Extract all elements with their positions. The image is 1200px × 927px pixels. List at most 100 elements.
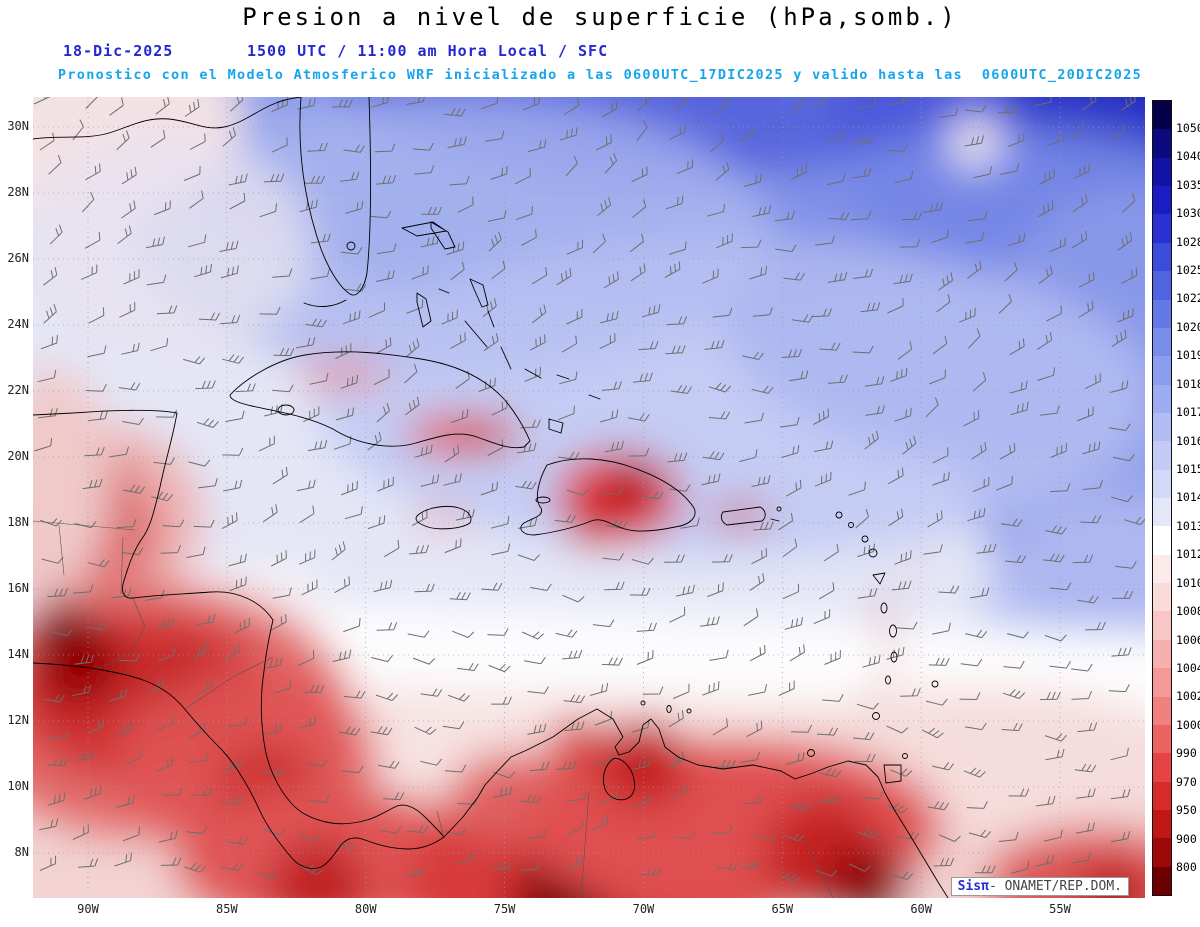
colorbar-cell bbox=[1153, 753, 1171, 782]
lat-label: 12N bbox=[7, 713, 29, 727]
colorbar-cell bbox=[1153, 129, 1171, 158]
colorbar-cell bbox=[1153, 611, 1171, 640]
colorbar-cell bbox=[1153, 101, 1171, 130]
colorbar-cell bbox=[1153, 242, 1171, 272]
forecast-line: Pronostico con el Modelo Atmosferico WRF… bbox=[57, 67, 1143, 83]
colorbar-cell bbox=[1153, 441, 1171, 470]
isla-juventud bbox=[277, 404, 295, 416]
colorbar bbox=[1152, 100, 1172, 896]
lat-label: 24N bbox=[7, 317, 29, 331]
coast-bahamas bbox=[401, 221, 601, 434]
lat-label: 22N bbox=[7, 383, 29, 397]
colorbar-label: 1013 bbox=[1176, 518, 1200, 533]
colorbar-cell bbox=[1153, 583, 1171, 612]
lon-label: 70W bbox=[632, 902, 655, 916]
colorbar-label: 1008 bbox=[1176, 604, 1200, 619]
valid-time-label: 1500 UTC / 11:00 am Hora Local / SFC bbox=[247, 42, 609, 60]
colorbar-label: 1028 bbox=[1176, 234, 1200, 249]
wind-barbs bbox=[33, 97, 1145, 883]
colorbar-label: 1050 bbox=[1176, 120, 1200, 135]
colorbar-label: 1002 bbox=[1176, 689, 1200, 704]
lat-label: 14N bbox=[7, 647, 29, 661]
lat-label: 18N bbox=[7, 515, 29, 529]
colorbar-cell bbox=[1153, 412, 1171, 442]
colorbar-cell bbox=[1153, 214, 1171, 243]
lat-label: 30N bbox=[7, 119, 29, 133]
coast-hispaniola bbox=[520, 458, 696, 536]
page-title: Presion a nivel de superficie (hPa,somb.… bbox=[242, 3, 958, 31]
watermark-brand: Sisπ bbox=[957, 879, 989, 894]
map-canvas: Sisπ- ONAMET/REP.DOM. bbox=[33, 97, 1145, 898]
coast-cuba bbox=[229, 351, 531, 449]
colorbar-label: 1010 bbox=[1176, 575, 1200, 590]
colorbar-cell bbox=[1153, 781, 1171, 810]
watermark-text: - ONAMET/REP.DOM. bbox=[988, 879, 1122, 894]
colorbar-label: 1000 bbox=[1176, 717, 1200, 732]
lat-label: 16N bbox=[7, 581, 29, 595]
watermark: Sisπ- ONAMET/REP.DOM. bbox=[950, 877, 1129, 896]
colorbar-cell bbox=[1153, 356, 1171, 385]
colorbar-label: 1019 bbox=[1176, 348, 1200, 363]
pressure-shading bbox=[33, 97, 1145, 898]
coast-florida-keys bbox=[303, 299, 347, 307]
colorbar-label: 1004 bbox=[1176, 661, 1200, 675]
lon-label: 90W bbox=[77, 902, 99, 916]
colorbar-cell bbox=[1153, 498, 1171, 527]
colorbar-cell bbox=[1153, 554, 1171, 584]
colorbar-label: 800 bbox=[1176, 860, 1197, 874]
coast-gulf-florida bbox=[33, 97, 372, 296]
colorbar-label: 1022 bbox=[1176, 291, 1200, 306]
coast-south-america bbox=[443, 708, 949, 898]
colorbar-label: 970 bbox=[1176, 774, 1197, 789]
colorbar-cell bbox=[1153, 157, 1171, 187]
colorbar-label: 1020 bbox=[1176, 319, 1200, 334]
colorbar-cell bbox=[1153, 668, 1171, 697]
map-svg bbox=[33, 97, 1145, 898]
colorbar-label: 1030 bbox=[1176, 206, 1200, 221]
colorbar-cell bbox=[1153, 327, 1171, 357]
grid-lines bbox=[33, 97, 1145, 898]
colorbar-label: 1015 bbox=[1176, 461, 1200, 476]
lon-label: 75W bbox=[493, 902, 516, 916]
lon-label: 65W bbox=[771, 902, 794, 916]
colorbar-cell bbox=[1153, 526, 1171, 555]
coast-trinidad bbox=[883, 764, 902, 784]
coast-puerto-rico bbox=[720, 506, 780, 526]
colorbar-cell bbox=[1153, 299, 1171, 328]
coast-guadeloupe bbox=[872, 572, 886, 585]
colorbar-label: 1040 bbox=[1176, 149, 1200, 164]
country-borders bbox=[33, 520, 834, 898]
colorbar-label: 1018 bbox=[1176, 376, 1200, 391]
colorbar-cell bbox=[1153, 696, 1171, 725]
lon-label: 55W bbox=[1049, 902, 1071, 916]
colorbar-cell bbox=[1153, 469, 1171, 499]
colorbar-label: 1025 bbox=[1176, 262, 1200, 277]
colorbar-label: 950 bbox=[1176, 803, 1197, 818]
lat-label: 26N bbox=[7, 251, 29, 265]
lon-label: 60W bbox=[910, 902, 932, 916]
colorbar-cell bbox=[1153, 809, 1171, 839]
lon-label: 85W bbox=[216, 902, 238, 916]
lake-maracaibo bbox=[602, 757, 635, 801]
lat-label: 28N bbox=[7, 185, 29, 199]
colorbar-cell bbox=[1153, 271, 1171, 300]
colorbar-cell bbox=[1153, 838, 1171, 867]
lat-label: 20N bbox=[7, 449, 29, 463]
lat-label: 8N bbox=[14, 845, 29, 859]
coast-yucatan-centam bbox=[33, 409, 445, 838]
lake-okeechobee bbox=[346, 241, 356, 251]
colorbar-cell bbox=[1153, 724, 1171, 754]
lon-label: 80W bbox=[354, 902, 377, 916]
colorbar-label: 1035 bbox=[1176, 177, 1200, 192]
colorbar-label: 1012 bbox=[1176, 547, 1200, 562]
coastlines bbox=[33, 97, 949, 898]
gonave-island bbox=[535, 496, 551, 504]
colorbar-cell bbox=[1153, 186, 1171, 215]
colorbar-label: 900 bbox=[1176, 831, 1197, 846]
date-label: 18-Dic-2025 bbox=[63, 42, 174, 60]
colorbar-cell bbox=[1153, 639, 1171, 669]
colorbar-label: 1016 bbox=[1176, 433, 1200, 448]
colorbar-label: 1017 bbox=[1176, 405, 1200, 420]
lat-label: 10N bbox=[7, 779, 29, 793]
